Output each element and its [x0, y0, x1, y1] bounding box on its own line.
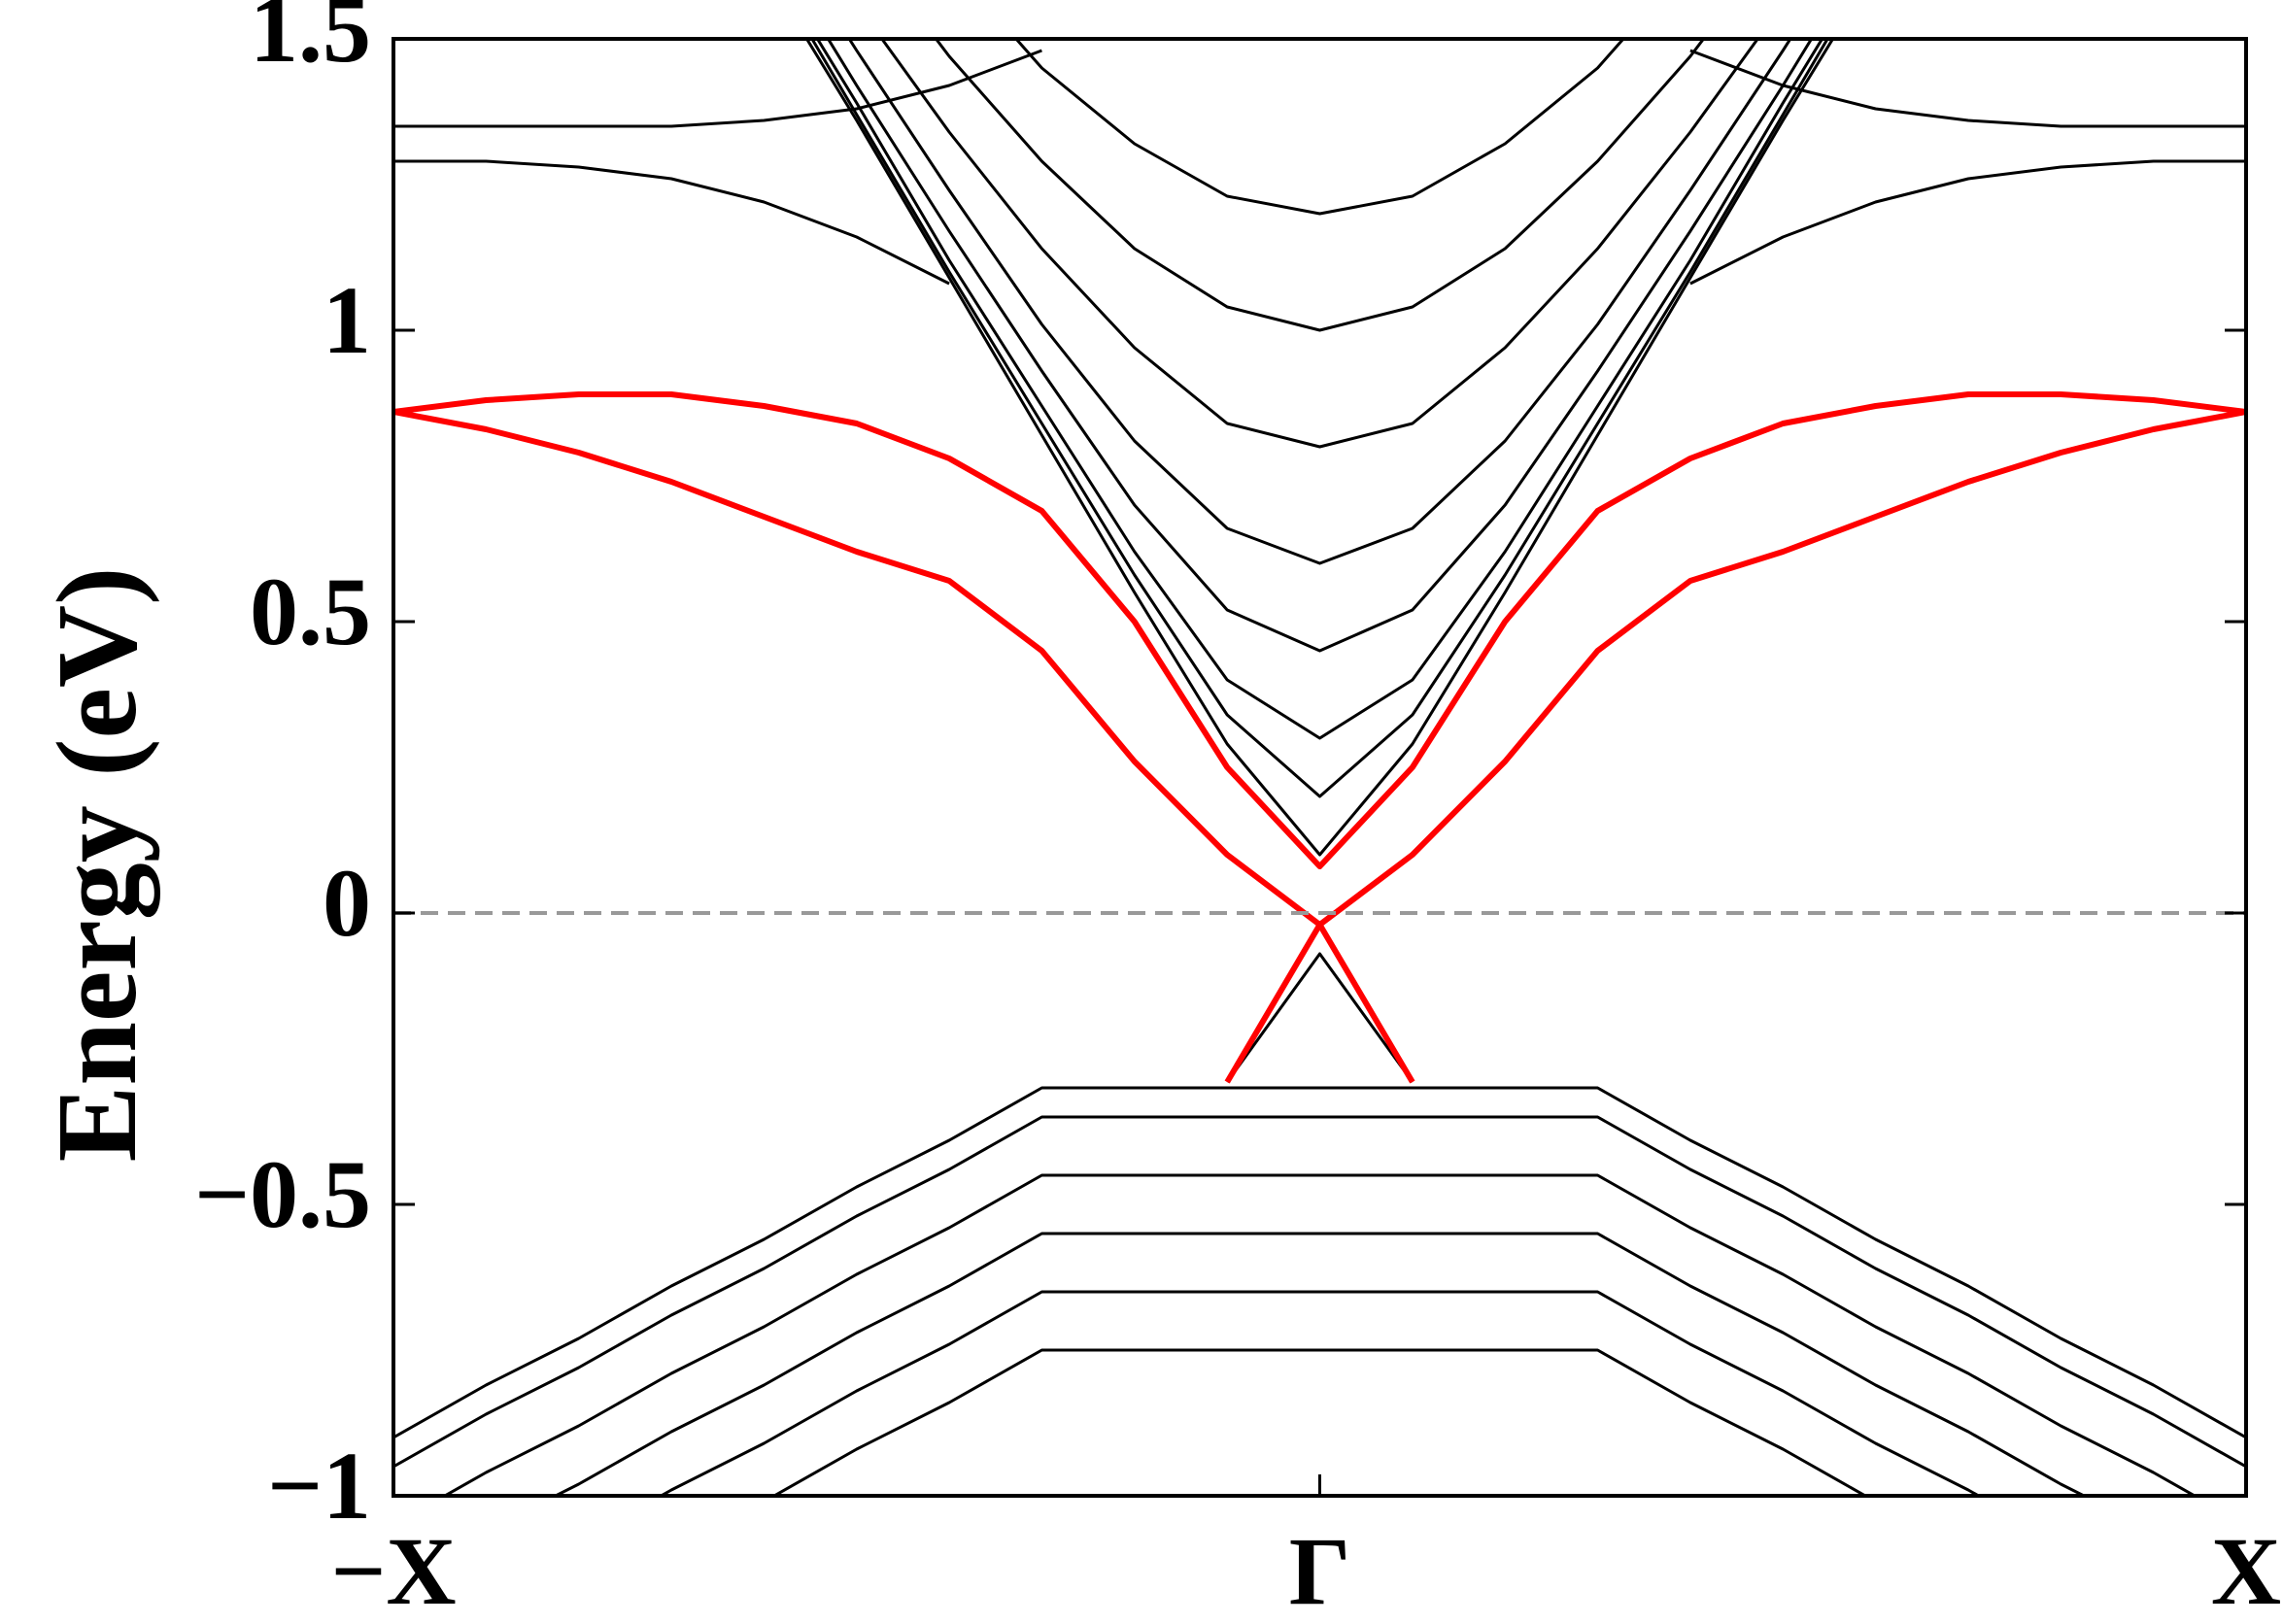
band-line [804, 39, 1835, 857]
y-axis-title: Energy (eV) [33, 567, 160, 1163]
band-line [770, 1348, 1869, 1496]
band-line [1224, 409, 2246, 1084]
y-tick-label: −1 [267, 1432, 371, 1539]
band-line [441, 1173, 2198, 1496]
y-tick-label: 1 [323, 266, 371, 374]
band-line [1013, 39, 1626, 216]
band-line [1225, 952, 1414, 1083]
band-line [934, 39, 1706, 332]
band-line [393, 1115, 2246, 1469]
band-line [393, 49, 2246, 128]
band-line [393, 391, 2246, 869]
band-line [826, 39, 1814, 653]
y-tick-label: 0 [323, 849, 371, 957]
band-line [552, 1232, 2088, 1496]
x-tick-label: −X [330, 1517, 456, 1624]
band-line [393, 159, 2246, 286]
band-line [815, 39, 1824, 740]
plot-area [393, 39, 2246, 1496]
band-line [393, 1086, 2246, 1439]
band-line [810, 39, 1829, 798]
x-tick-label: X [2211, 1517, 2281, 1624]
band-line [658, 1290, 1982, 1496]
plot-frame [392, 37, 2248, 1498]
y-tick-label: −0.5 [194, 1140, 371, 1248]
band-line [879, 39, 1760, 449]
x-tick-label: Γ [1289, 1517, 1351, 1624]
y-tick-label: 1.5 [250, 0, 371, 83]
band-line [847, 39, 1792, 565]
y-tick-label: 0.5 [250, 558, 371, 665]
band-line [393, 409, 1415, 1084]
